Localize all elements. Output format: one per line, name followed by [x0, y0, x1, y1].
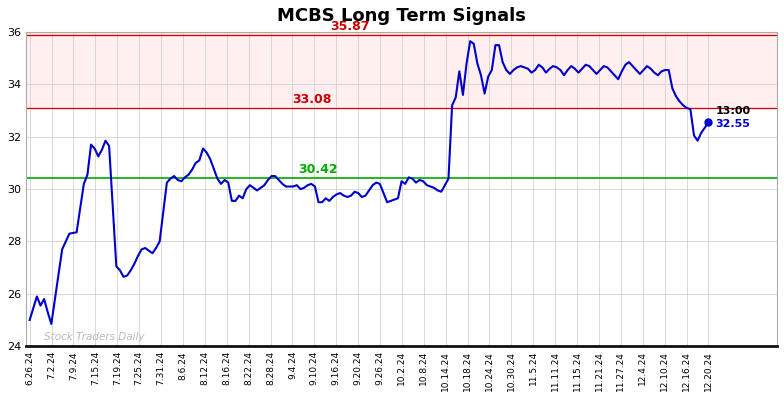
Text: 32.55: 32.55: [716, 119, 750, 129]
Text: 35.87: 35.87: [331, 20, 370, 33]
Bar: [26, 19, 777, 35]
Bar: [26, 35, 777, 109]
Text: 13:00: 13:00: [716, 105, 751, 115]
Text: 30.42: 30.42: [299, 163, 338, 176]
Text: 33.08: 33.08: [292, 94, 332, 106]
Title: MCBS Long Term Signals: MCBS Long Term Signals: [277, 7, 526, 25]
Text: Stock Traders Daily: Stock Traders Daily: [44, 332, 144, 342]
